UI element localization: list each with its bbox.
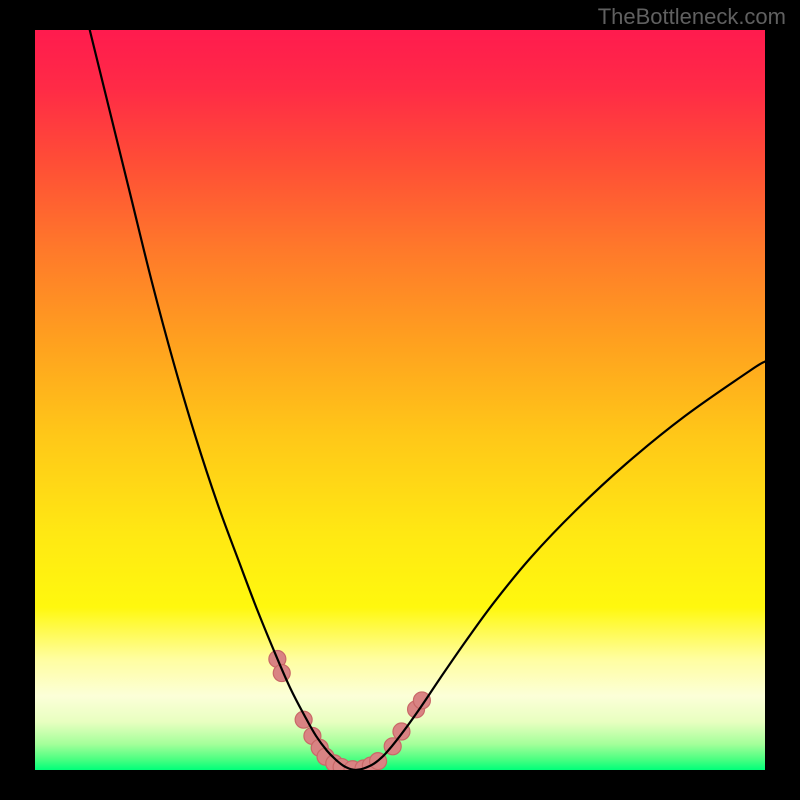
- curve-left: [90, 30, 355, 770]
- watermark-text: TheBottleneck.com: [598, 4, 786, 30]
- chart-svg: [35, 30, 765, 770]
- canvas: TheBottleneck.com: [0, 0, 800, 800]
- plot-area: [35, 30, 765, 770]
